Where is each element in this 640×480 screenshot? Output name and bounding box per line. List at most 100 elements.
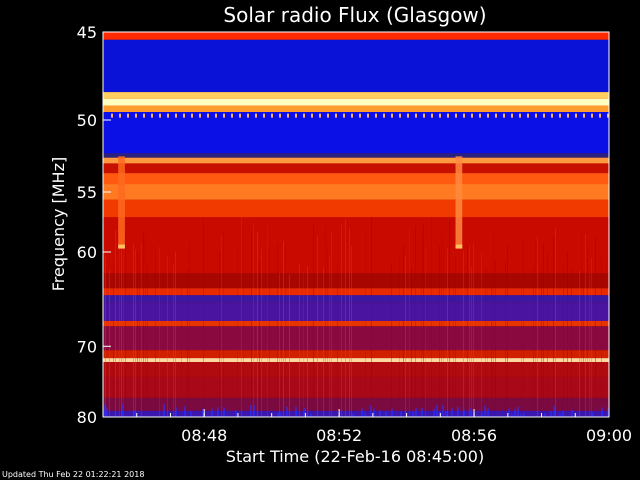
noise-dot (575, 113, 577, 118)
noise-streak (299, 264, 300, 417)
noise-streak (467, 245, 468, 417)
noise-streak (487, 266, 488, 417)
x-tick-label: 08:56 (451, 426, 497, 445)
noise-blotch (106, 407, 108, 417)
noise-blotch (457, 407, 459, 417)
noise-blotch (571, 409, 573, 417)
noise-dot (183, 113, 185, 118)
spectrogram-band (103, 358, 609, 362)
noise-streak (187, 268, 188, 417)
noise-blotch (592, 412, 594, 417)
spectrogram-band (103, 173, 609, 185)
noise-streak (535, 238, 536, 417)
noise-dot (583, 113, 585, 118)
noise-dot (559, 113, 561, 118)
noise-streak (405, 255, 406, 417)
y-tick-label: 60 (77, 243, 97, 262)
noise-dot (551, 113, 553, 118)
noise-blotch (415, 408, 417, 417)
noise-streak (259, 261, 260, 417)
noise-streak (189, 243, 190, 417)
spectrogram-band (103, 273, 609, 289)
noise-streak (267, 225, 268, 417)
noise-streak (471, 266, 472, 417)
noise-dot (359, 113, 361, 118)
noise-streak (493, 230, 494, 417)
noise-streak (495, 260, 496, 417)
noise-dot (199, 113, 201, 118)
noise-dot (143, 113, 145, 118)
noise-streak (455, 256, 456, 417)
noise-streak (221, 236, 222, 417)
noise-streak (449, 221, 450, 417)
noise-streak (181, 273, 182, 417)
noise-dot (487, 113, 489, 118)
noise-streak (555, 228, 556, 417)
noise-streak (145, 234, 146, 417)
x-tick-label: 09:00 (586, 426, 632, 445)
noise-dot (367, 113, 369, 118)
spectrogram-bands (103, 32, 609, 417)
spectrogram-band (103, 295, 609, 303)
noise-blotch (190, 411, 192, 417)
noise-streak (173, 264, 174, 417)
plot-frame (102, 31, 610, 418)
noise-blotch (601, 407, 603, 417)
spectrogram-band (103, 105, 609, 112)
noise-streak (159, 246, 160, 417)
noise-streak (141, 242, 142, 417)
spectrogram-band (103, 362, 609, 377)
noise-blotch (184, 406, 186, 417)
noise-blotch (352, 413, 354, 417)
noise-streak (441, 233, 442, 417)
noise-streak (279, 273, 280, 417)
noise-dot (567, 113, 569, 118)
noise-dot (223, 113, 225, 118)
noise-streak (485, 267, 486, 417)
noise-dot (327, 113, 329, 118)
spectrogram-band (103, 350, 609, 359)
updated-timestamp: Updated Thu Feb 22 01:22:21 2018 (2, 470, 145, 479)
noise-streak (439, 246, 440, 417)
noise-blotch (295, 406, 297, 417)
noise-streak (473, 243, 474, 417)
noise-streak (507, 243, 508, 417)
noise-dot (303, 113, 305, 118)
noise-blotch (133, 410, 135, 417)
noise-streak (541, 269, 542, 417)
noise-streak (403, 243, 404, 417)
noise-dot (295, 113, 297, 118)
noise-streak (453, 274, 454, 417)
noise-dot (463, 113, 465, 118)
noise-streak (307, 266, 308, 417)
noise-streak (571, 268, 572, 417)
noise-dot (167, 113, 169, 118)
noise-blotch (370, 405, 372, 417)
noise-streak (237, 245, 238, 417)
noise-streak (325, 226, 326, 417)
noise-streak (289, 274, 290, 417)
noise-streak (591, 257, 592, 417)
noise-streak (281, 270, 282, 417)
noise-dot (495, 113, 497, 118)
noise-dot (439, 113, 441, 118)
y-axis-ticks: 45 50 55 60 70 80 (77, 23, 111, 427)
noise-dot (119, 113, 121, 118)
noise-streak (481, 252, 482, 417)
noise-blotch (304, 407, 306, 417)
noise-blotch (391, 408, 393, 417)
noise-streak (331, 232, 332, 417)
spectrogram-band (103, 163, 609, 174)
noise-blotch (514, 409, 516, 417)
noise-blotch (469, 408, 471, 417)
noise-streak (553, 236, 554, 417)
noise-streak (303, 271, 304, 417)
x-axis-label: Start Time (22-Feb-16 08:45:00) (226, 447, 484, 466)
noise-blotch (523, 413, 525, 417)
noise-blotch (250, 404, 252, 417)
noise-streak (431, 218, 432, 417)
noise-blotch (223, 407, 225, 417)
y-tick-label: 70 (77, 337, 97, 356)
noise-streak (443, 242, 444, 417)
